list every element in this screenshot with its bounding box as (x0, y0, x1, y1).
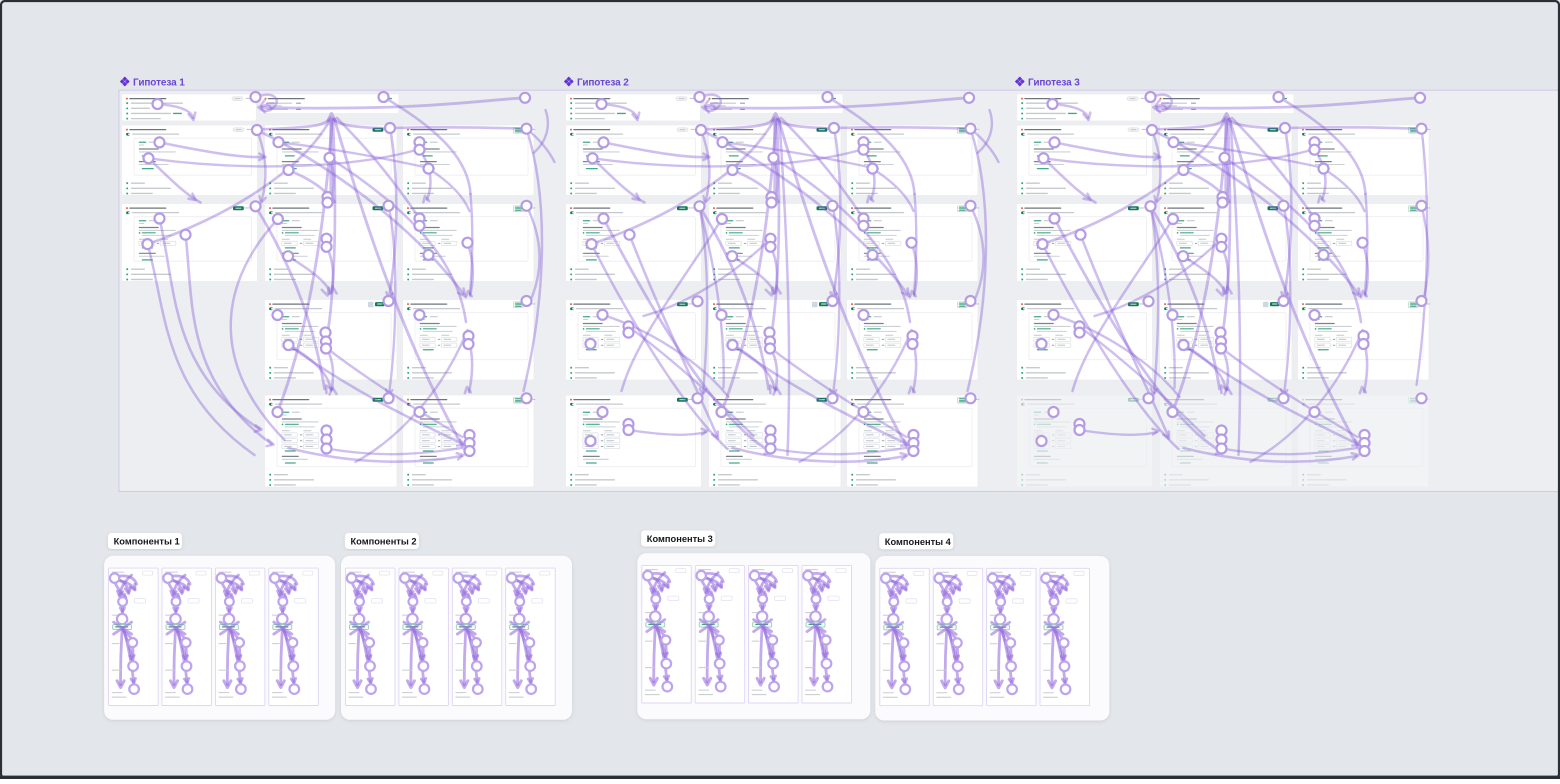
svg-text:Компоненты 2: Компоненты 2 (351, 537, 417, 547)
svg-text:Гипотеза 3: Гипотеза 3 (1028, 78, 1080, 89)
svg-text:Гипотеза 2: Гипотеза 2 (577, 78, 629, 89)
svg-text:Компоненты 3: Компоненты 3 (647, 534, 713, 544)
svg-text:Гипотеза 1: Гипотеза 1 (133, 78, 185, 89)
svg-text:Компоненты 4: Компоненты 4 (885, 537, 952, 547)
svg-text:Компоненты 1: Компоненты 1 (114, 537, 180, 547)
